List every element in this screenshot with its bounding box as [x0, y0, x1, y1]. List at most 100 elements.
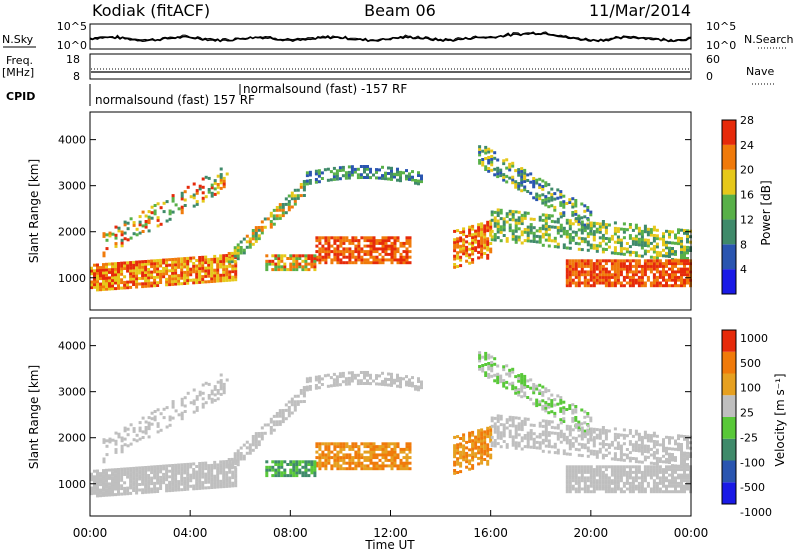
- power-cell: [132, 271, 136, 275]
- velocity-cell: [363, 458, 367, 462]
- power-cell: [405, 169, 408, 173]
- power-cell: [387, 258, 391, 262]
- power-cell: [357, 244, 361, 248]
- power-cell: [198, 272, 202, 276]
- velocity-cell: [324, 456, 328, 460]
- velocity-cell: [144, 485, 148, 489]
- power-cell: [204, 272, 208, 276]
- velocity-cell: [318, 456, 322, 460]
- velocity-cell: [339, 442, 343, 446]
- velocity-cell: [150, 465, 154, 469]
- power-cell: [384, 174, 387, 178]
- power-cell: [102, 263, 105, 267]
- power-cell: [677, 284, 680, 288]
- power-cell: [502, 225, 506, 229]
- velocity-cell: [195, 484, 199, 488]
- power-cell: [607, 270, 611, 274]
- velocity-cell: [342, 467, 346, 471]
- power-cell: [156, 272, 160, 276]
- power-cell: [622, 222, 626, 226]
- power-cell: [598, 228, 602, 231]
- power-cell: [251, 231, 255, 235]
- power-cell: [607, 284, 611, 288]
- power-cell: [204, 195, 208, 199]
- velocity-cell: [646, 436, 650, 440]
- power-cell: [272, 208, 276, 212]
- power-cell: [330, 258, 334, 262]
- power-cell: [336, 250, 340, 254]
- power-cell: [105, 238, 109, 242]
- velocity-cell: [126, 475, 130, 479]
- velocity-cell: [496, 436, 500, 440]
- power-cell: [405, 174, 408, 178]
- power-cell: [595, 247, 599, 250]
- velocity-cell: [526, 396, 530, 399]
- velocity-cell: [360, 467, 364, 471]
- velocity-cell: [478, 356, 482, 360]
- power-cell: [324, 236, 328, 240]
- power-cell: [117, 273, 120, 276]
- power-cell: [613, 264, 617, 268]
- power-cell: [102, 251, 106, 255]
- power-cell: [538, 183, 542, 187]
- power-cell: [384, 247, 388, 251]
- power-cell: [595, 244, 599, 248]
- power-cell: [324, 255, 328, 259]
- power-cell: [123, 280, 127, 284]
- velocity-cell: [628, 465, 632, 469]
- power-cell: [601, 275, 605, 279]
- power-cell: [535, 198, 539, 202]
- power-cell: [120, 233, 124, 237]
- velocity-cell: [396, 464, 400, 468]
- velocity-cell: [180, 397, 184, 401]
- power-cell: [568, 281, 572, 285]
- velocity-cell: [616, 487, 620, 491]
- power-cell: [686, 245, 689, 249]
- power-cell: [354, 239, 358, 243]
- power-cell: [278, 208, 282, 212]
- velocity-cell: [153, 473, 157, 477]
- power-cell: [556, 231, 560, 235]
- power-cell: [195, 259, 199, 262]
- power-cell: [357, 239, 361, 243]
- power-cell: [499, 217, 503, 221]
- velocity-cell: [207, 382, 211, 386]
- velocity-cell: [646, 439, 650, 443]
- power-cell: [668, 278, 671, 282]
- velocity-cell: [604, 429, 608, 433]
- velocity-cell: [147, 485, 151, 489]
- velocity-cell: [680, 479, 683, 483]
- velocity-cell: [236, 460, 240, 464]
- velocity-cell: [511, 441, 515, 444]
- power-cell: [375, 241, 379, 245]
- power-cell: [655, 264, 659, 268]
- power-cell: [538, 226, 542, 230]
- power-cell: [649, 255, 653, 259]
- velocity-cell: [677, 468, 680, 472]
- velocity-cell: [366, 450, 370, 454]
- power-cell: [318, 236, 322, 240]
- power-cell: [120, 278, 124, 282]
- power-cell: [271, 259, 275, 263]
- velocity-cell: [541, 399, 545, 403]
- velocity-cell: [598, 428, 602, 432]
- velocity-cell: [643, 473, 647, 477]
- velocity-cell: [550, 425, 554, 429]
- velocity-cell: [568, 427, 572, 431]
- velocity-cell: [628, 459, 632, 463]
- power-cell: [408, 236, 412, 240]
- power-cell: [532, 226, 536, 230]
- velocity-cell: [381, 445, 385, 449]
- velocity-cell: [327, 442, 331, 446]
- velocity-cell: [674, 465, 677, 469]
- power-cell: [135, 260, 139, 264]
- power-cell: [502, 162, 506, 166]
- velocity-cell: [105, 453, 109, 457]
- velocity-cell: [607, 465, 611, 469]
- velocity-cell: [338, 383, 342, 387]
- velocity-cell: [683, 468, 686, 472]
- velocity-cell: [556, 426, 560, 430]
- power-cell: [338, 166, 342, 170]
- velocity-cell: [324, 453, 328, 457]
- velocity-cell: [568, 404, 572, 408]
